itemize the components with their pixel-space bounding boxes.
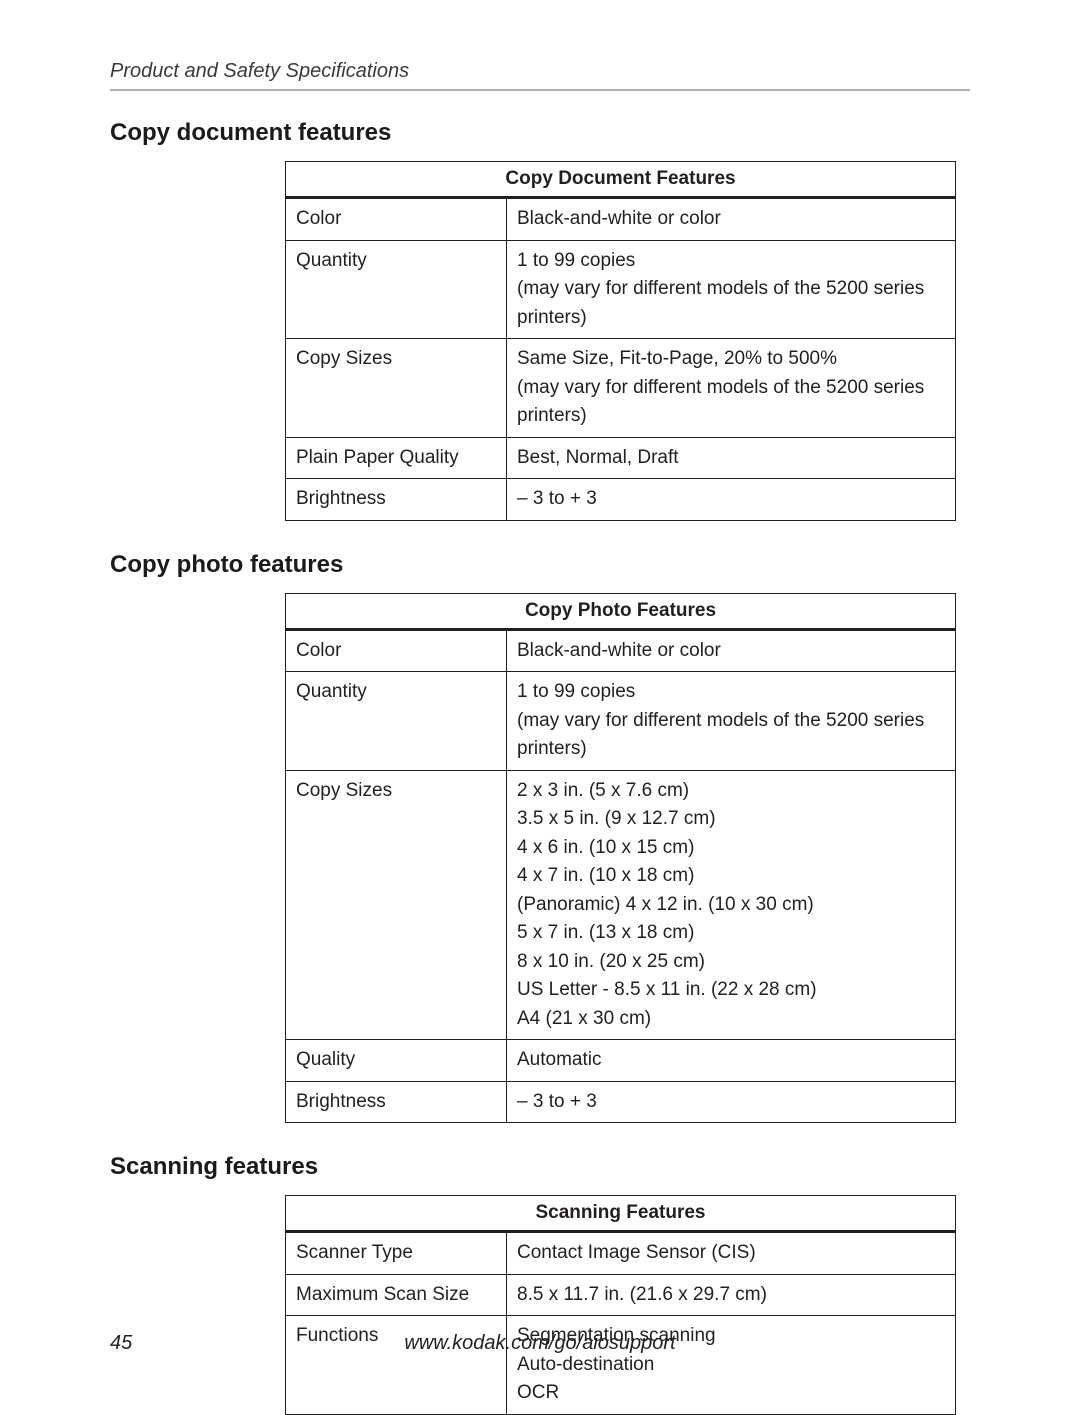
table-cell-label: Scanner Type xyxy=(286,1232,507,1275)
table-cell-label: Brightness xyxy=(286,479,507,521)
table-title: Scanning Features xyxy=(286,1196,956,1232)
table-cell-value: Black-and-white or color xyxy=(507,629,956,672)
table-title: Copy Photo Features xyxy=(286,593,956,629)
table-row: Quality Automatic xyxy=(286,1040,956,1082)
running-header: Product and Safety Specifications xyxy=(110,60,970,91)
section-heading-copy-document: Copy document features xyxy=(110,119,970,147)
table-title: Copy Document Features xyxy=(286,162,956,198)
table-scanning: Scanning Features Scanner Type Contact I… xyxy=(285,1195,956,1415)
table-cell-value: Segmentation scanning Auto-destination O… xyxy=(507,1316,956,1415)
table-cell-value: Automatic xyxy=(507,1040,956,1082)
table-cell-label: Copy Sizes xyxy=(286,770,507,1040)
table-cell-value: Best, Normal, Draft xyxy=(507,437,956,479)
table-row: Quantity 1 to 99 copies (may vary for di… xyxy=(286,240,956,339)
table-cell-value: 2 x 3 in. (5 x 7.6 cm) 3.5 x 5 in. (9 x … xyxy=(507,770,956,1040)
table-cell-label: Plain Paper Quality xyxy=(286,437,507,479)
table-cell-value: – 3 to + 3 xyxy=(507,479,956,521)
table-cell-label: Maximum Scan Size xyxy=(286,1274,507,1316)
table-row: Functions Segmentation scanning Auto-des… xyxy=(286,1316,956,1415)
table-cell-label: Quantity xyxy=(286,672,507,771)
table-cell-label: Brightness xyxy=(286,1081,507,1123)
page-footer: 45 www.kodak.com/go/aiosupport xyxy=(0,1332,1080,1355)
table-cell-value: Contact Image Sensor (CIS) xyxy=(507,1232,956,1275)
table-row: Color Black-and-white or color xyxy=(286,629,956,672)
section-heading-copy-photo: Copy photo features xyxy=(110,551,970,579)
table-row: Copy Sizes 2 x 3 in. (5 x 7.6 cm) 3.5 x … xyxy=(286,770,956,1040)
table-row: Brightness – 3 to + 3 xyxy=(286,479,956,521)
table-copy-photo: Copy Photo Features Color Black-and-whit… xyxy=(285,593,956,1124)
table-row: Maximum Scan Size 8.5 x 11.7 in. (21.6 x… xyxy=(286,1274,956,1316)
footer-url: www.kodak.com/go/aiosupport xyxy=(404,1332,675,1355)
page-number: 45 xyxy=(110,1332,132,1355)
table-row: Copy Sizes Same Size, Fit-to-Page, 20% t… xyxy=(286,339,956,438)
table-copy-document: Copy Document Features Color Black-and-w… xyxy=(285,161,956,521)
table-cell-value: – 3 to + 3 xyxy=(507,1081,956,1123)
table-row: Color Black-and-white or color xyxy=(286,198,956,241)
table-cell-value: 8.5 x 11.7 in. (21.6 x 29.7 cm) xyxy=(507,1274,956,1316)
table-cell-label: Color xyxy=(286,198,507,241)
table-cell-label: Color xyxy=(286,629,507,672)
table-cell-label: Functions xyxy=(286,1316,507,1415)
table-cell-value: 1 to 99 copies (may vary for different m… xyxy=(507,240,956,339)
table-cell-label: Copy Sizes xyxy=(286,339,507,438)
page: Product and Safety Specifications Copy d… xyxy=(0,0,1080,1415)
table-row: Plain Paper Quality Best, Normal, Draft xyxy=(286,437,956,479)
table-cell-value: Same Size, Fit-to-Page, 20% to 500% (may… xyxy=(507,339,956,438)
section-heading-scanning: Scanning features xyxy=(110,1153,970,1181)
table-cell-label: Quality xyxy=(286,1040,507,1082)
table-cell-label: Quantity xyxy=(286,240,507,339)
table-row: Brightness – 3 to + 3 xyxy=(286,1081,956,1123)
table-cell-value: Black-and-white or color xyxy=(507,198,956,241)
table-row: Quantity 1 to 99 copies (may vary for di… xyxy=(286,672,956,771)
table-cell-value: 1 to 99 copies (may vary for different m… xyxy=(507,672,956,771)
table-row: Scanner Type Contact Image Sensor (CIS) xyxy=(286,1232,956,1275)
